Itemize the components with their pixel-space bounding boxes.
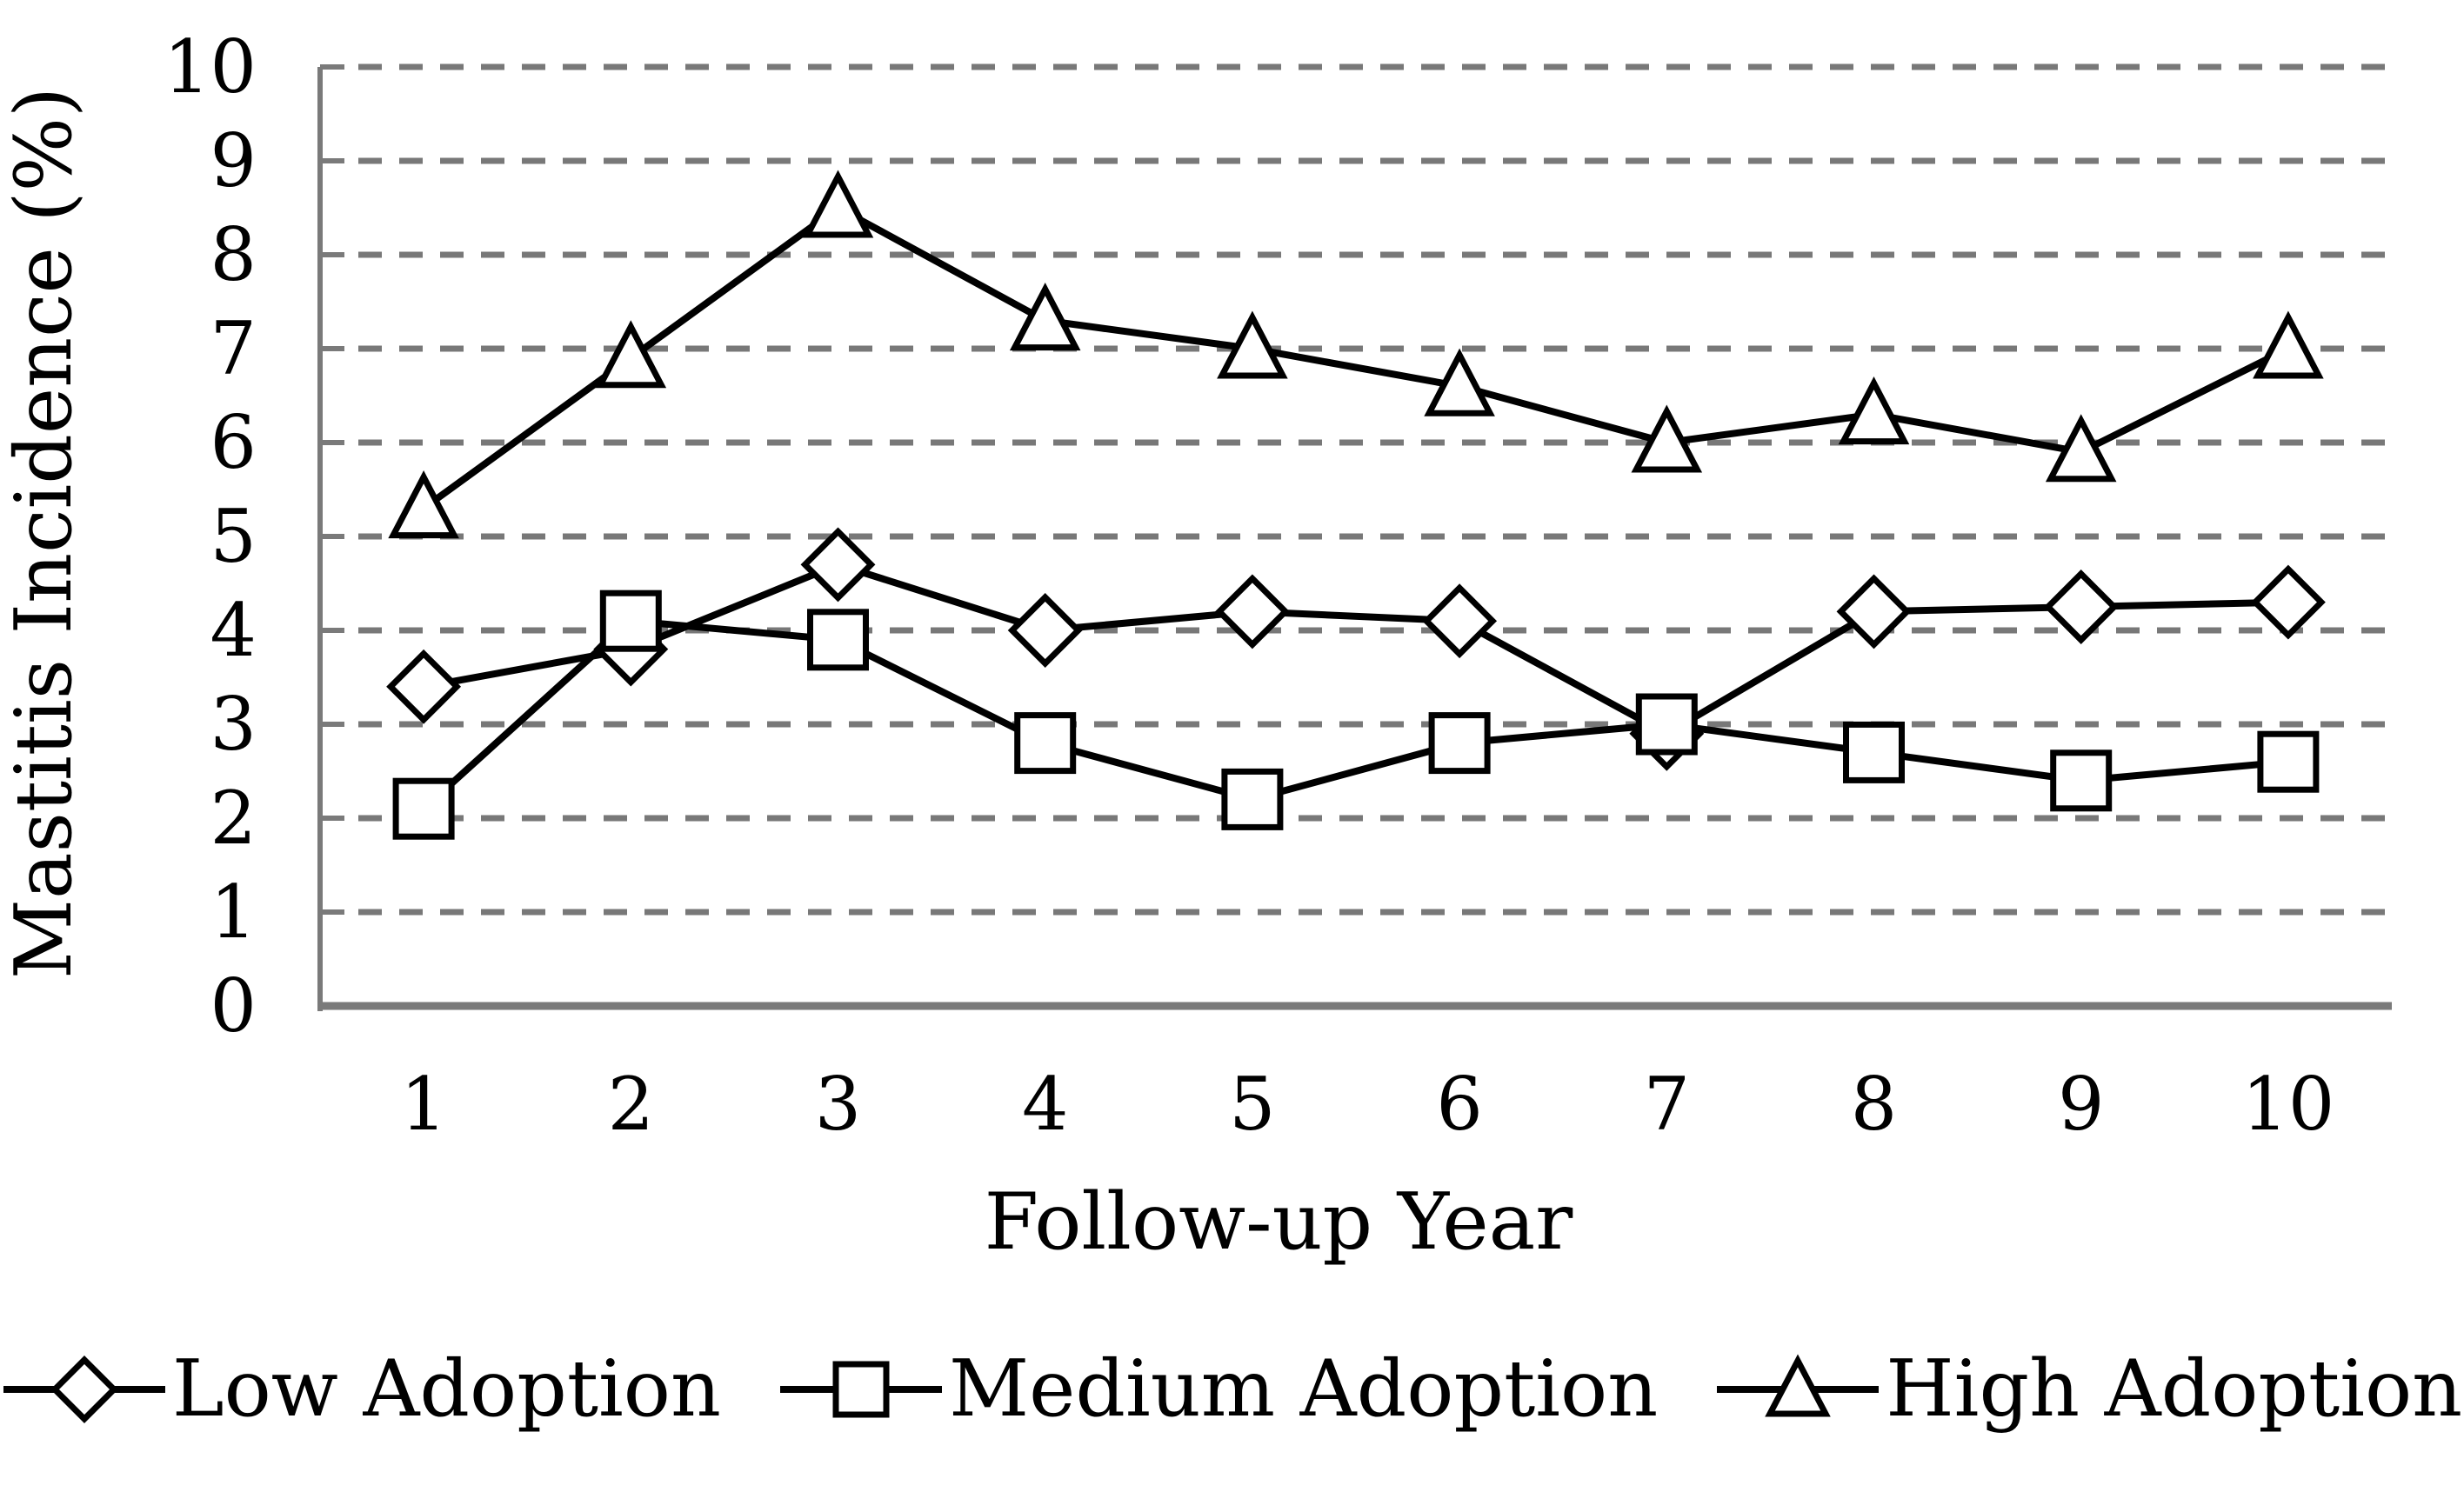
y-tick-label: 10: [164, 24, 257, 110]
y-tick-label: 1: [210, 869, 257, 955]
y-tick-label: 7: [210, 306, 257, 391]
legend-item-high-adoption: High Adoption: [1715, 1348, 2462, 1431]
x-tick-label: 2: [607, 1062, 655, 1147]
legend-item-medium-adoption: Medium Adoption: [778, 1348, 1658, 1431]
x-tick-label: 4: [1021, 1062, 1069, 1147]
y-tick-label: 5: [210, 494, 257, 579]
y-tick-label: 6: [210, 400, 257, 485]
x-tick-label: 6: [1436, 1062, 1483, 1147]
chart-legend: Low Adoption Medium Adoption High Adopti…: [0, 1348, 2464, 1431]
legend-item-low-adoption: Low Adoption: [2, 1348, 721, 1431]
diamond-marker-icon: [3, 1355, 165, 1423]
x-tick-label: 8: [1850, 1062, 1898, 1147]
square-marker-icon: [779, 1361, 942, 1418]
x-tick-label: 9: [2057, 1062, 2105, 1147]
y-tick-label: 9: [210, 118, 257, 203]
x-tick-label: 1: [400, 1062, 447, 1147]
y-tick-label: 8: [210, 212, 257, 297]
x-tick-label: 5: [1229, 1062, 1276, 1147]
y-tick-label: 2: [210, 776, 257, 861]
x-tick-label: 3: [814, 1062, 862, 1147]
y-tick-label: 0: [210, 963, 257, 1049]
x-tick-label: 7: [1643, 1062, 1691, 1147]
triangle-marker-icon: [1717, 1354, 1880, 1417]
x-axis-title: Follow-up Year: [984, 1176, 1573, 1268]
y-tick-label: 3: [210, 682, 257, 767]
legend-label: Low Adoption: [171, 1343, 721, 1435]
y-tick-label: 4: [210, 588, 257, 673]
x-tick-label: 10: [2241, 1062, 2335, 1147]
legend-label: High Adoption: [1886, 1343, 2463, 1435]
legend-label: Medium Adoption: [948, 1343, 1659, 1435]
